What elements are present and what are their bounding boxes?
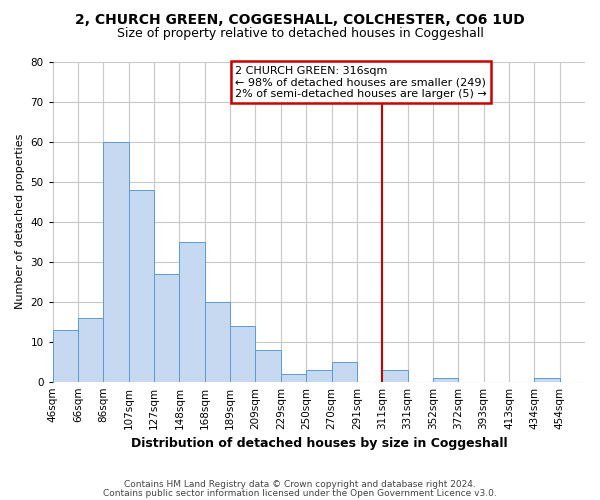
Bar xyxy=(332,362,357,382)
X-axis label: Distribution of detached houses by size in Coggeshall: Distribution of detached houses by size … xyxy=(131,437,507,450)
Text: Contains HM Land Registry data © Crown copyright and database right 2024.: Contains HM Land Registry data © Crown c… xyxy=(124,480,476,489)
Bar xyxy=(433,378,458,382)
Bar xyxy=(78,318,103,382)
Bar xyxy=(306,370,332,382)
Bar xyxy=(230,326,256,382)
Text: 2 CHURCH GREEN: 316sqm
← 98% of detached houses are smaller (249)
2% of semi-det: 2 CHURCH GREEN: 316sqm ← 98% of detached… xyxy=(235,66,487,98)
Bar xyxy=(205,302,230,382)
Bar xyxy=(129,190,154,382)
Text: 2, CHURCH GREEN, COGGESHALL, COLCHESTER, CO6 1UD: 2, CHURCH GREEN, COGGESHALL, COLCHESTER,… xyxy=(75,12,525,26)
Bar xyxy=(53,330,78,382)
Y-axis label: Number of detached properties: Number of detached properties xyxy=(15,134,25,310)
Bar xyxy=(256,350,281,382)
Bar xyxy=(382,370,407,382)
Bar xyxy=(179,242,205,382)
Text: Size of property relative to detached houses in Coggeshall: Size of property relative to detached ho… xyxy=(116,28,484,40)
Text: Contains public sector information licensed under the Open Government Licence v3: Contains public sector information licen… xyxy=(103,488,497,498)
Bar xyxy=(103,142,129,382)
Bar xyxy=(535,378,560,382)
Bar xyxy=(154,274,179,382)
Bar xyxy=(281,374,306,382)
